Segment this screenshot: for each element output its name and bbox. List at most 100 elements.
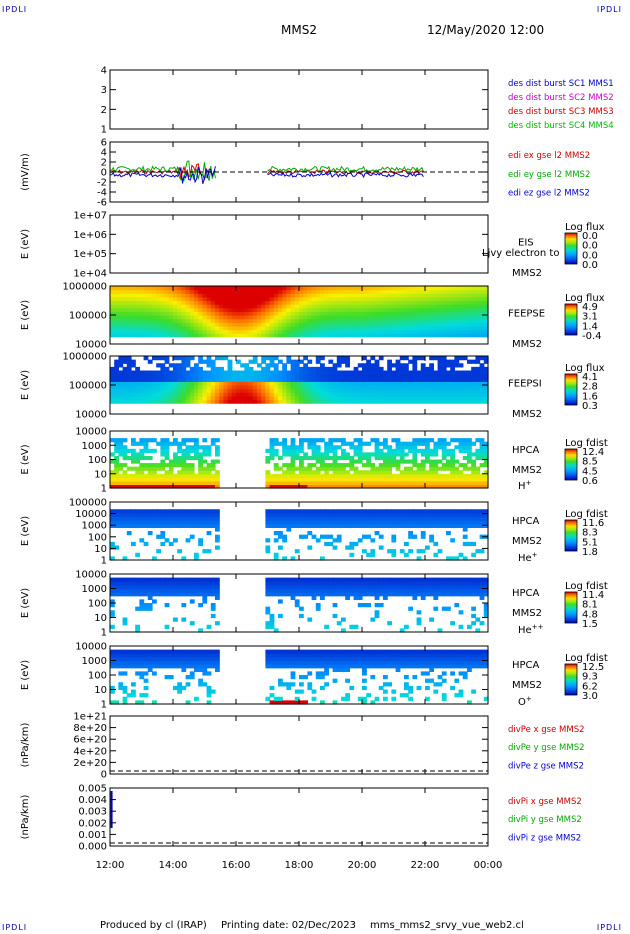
panel-hpca_he-cell	[383, 516, 388, 521]
panel-feepse-cell	[185, 318, 191, 323]
panel-feepsi-cell	[160, 374, 166, 379]
panel-feepse-cell	[391, 333, 397, 338]
panel-feepse-cell	[164, 322, 170, 327]
panel-hpca_h-cell	[374, 484, 380, 489]
panel-hpca_h-cell	[164, 441, 170, 446]
panel-feepse-cell	[433, 333, 439, 338]
panel-feepsi-cell	[164, 356, 170, 361]
panel-hpca_h-cell	[387, 463, 392, 468]
panel-hpca_o-cell	[122, 671, 128, 676]
panel-hpca_he-cell	[189, 534, 195, 539]
panel-hpca_he-cell	[391, 516, 397, 521]
panel-feepsi-cell	[152, 356, 157, 361]
panel-feepse-cell	[240, 311, 245, 316]
panel-feepsi-cell	[189, 388, 195, 393]
panel-hpca_he-cell	[278, 520, 283, 525]
panel-hpca_he-cell	[173, 516, 178, 521]
panel-feepse-cell	[315, 315, 321, 320]
panel-feepse-cell	[370, 322, 376, 327]
panel-hpca_h-cell	[483, 480, 489, 486]
panel-feepse-cell	[311, 322, 317, 327]
panel-feepsi-cell	[391, 388, 397, 393]
panel-hpca_o-cell	[404, 664, 409, 669]
panel-hpca_h-cell	[206, 445, 212, 450]
panel-hpca_he-cell	[282, 509, 287, 514]
panel-feepsi-cell	[483, 385, 489, 390]
panel-feepsi-cell	[181, 363, 187, 368]
panel-feepsi-cell	[404, 381, 409, 386]
panel-feepsi-cell	[240, 363, 245, 368]
panel-feepse-cell	[189, 293, 195, 298]
panel-feepsi-cell	[320, 385, 325, 390]
panel-feepsi-cell	[479, 377, 485, 382]
panel-hpca_he-cell	[215, 520, 220, 525]
panel-feepse-cell	[236, 296, 241, 302]
panel-feepse-cell	[269, 311, 275, 316]
panel-hpca_h-colorbar-tick: 12.4	[582, 447, 604, 458]
panel-hpca_h-cell	[362, 484, 367, 489]
panel-feepsi-cell	[332, 385, 338, 390]
panel-hpca_he-cell	[290, 516, 296, 521]
panel-feepsi-cell	[257, 381, 262, 386]
panel-feepsi-cell	[353, 392, 359, 397]
panel-hpca_h-cell	[324, 445, 329, 450]
panel-feepse-cell	[454, 311, 460, 316]
panel-feepsi-cell	[240, 399, 245, 404]
panel-hpca_h-cell	[273, 438, 279, 443]
panel-hpca_h-cell	[122, 438, 128, 443]
panel-hpca_h-cell	[341, 477, 346, 482]
panel-hpca_he2-cell	[479, 592, 485, 597]
panel-hpca_h-cell	[357, 480, 363, 486]
panel-feepse-cell	[391, 307, 397, 312]
panel-hpca_o-cell	[362, 649, 367, 654]
panel-hpca_he-cell	[118, 520, 124, 525]
panel-feepse-cell	[131, 289, 136, 294]
panel-feepse-cell	[353, 304, 359, 309]
panel-hpca_he-cell	[265, 516, 271, 521]
panel-hpca_h-cell	[290, 441, 296, 446]
panel-hpca_o-cell	[416, 656, 422, 662]
panel-hpca_he-cell	[299, 520, 304, 525]
panel-feepsi-cell	[294, 392, 300, 397]
panel-hpca_h-cell	[273, 484, 279, 489]
panel-feepsi-cell	[265, 388, 271, 393]
panel-hpca_h-cell	[429, 452, 434, 457]
panel-feepse-cell	[215, 300, 220, 305]
panel-hpca_he2-cell	[202, 595, 208, 600]
panel-feepse-cell	[458, 293, 464, 298]
panel-feepsi-cell	[286, 377, 292, 382]
panel-feepse-cell	[198, 304, 203, 309]
panel-feepse-cell	[437, 318, 443, 323]
panel-feepse-cell	[462, 307, 468, 312]
panel-hpca_he-cell	[286, 512, 292, 518]
panel-hpca_o-cell	[265, 660, 271, 665]
panel-hpca_he2-cell	[420, 592, 426, 597]
panel-feepsi-cell	[118, 399, 124, 404]
panel-feepse-cell	[483, 311, 489, 316]
panel-feepse-cell	[160, 307, 166, 312]
panel-hpca_he2-cell	[399, 581, 405, 586]
panel-hpca_h-cell	[185, 452, 191, 457]
panel-hpca_o-cell	[441, 660, 447, 665]
panel-feepse-cell	[462, 315, 468, 320]
panel-hpca_h-cell	[202, 473, 208, 478]
panel-feepsi-cell	[265, 366, 271, 372]
panel-feepse-cell	[240, 289, 245, 294]
panel-hpca_he2-cell	[110, 588, 115, 593]
panel-feepse-cell	[164, 307, 170, 312]
panel-feepse-cell	[345, 289, 350, 294]
panel-hpca_h-cell	[450, 484, 455, 489]
panel-hpca_he2-cell	[336, 588, 342, 593]
panel-hpca_he2-cell	[139, 603, 145, 608]
panel-hpca_h-cell	[391, 477, 397, 482]
panel-feepsi-cell	[378, 356, 384, 361]
panel-feepsi-cell	[273, 392, 279, 397]
panel-hpca_he-cell	[181, 556, 187, 561]
panel-feepse-cell	[147, 289, 153, 294]
panel-feepsi-cell	[357, 399, 363, 404]
panel-hpca_h-cell	[412, 473, 418, 478]
panel-feepse-cell	[160, 315, 166, 320]
panel-feepse-cell	[110, 311, 115, 316]
panel-hpca_o-cell	[143, 693, 149, 698]
panel-feepsi-cell	[177, 388, 182, 393]
